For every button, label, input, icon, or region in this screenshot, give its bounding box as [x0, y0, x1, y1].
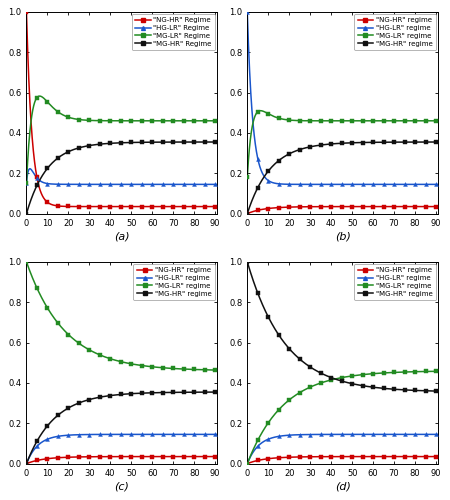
X-axis label: (d): (d) [335, 482, 351, 492]
Legend: "NG-HR" regime, "HG-LR" regime, "MG-LR" regime, "MG-HR" regime: "NG-HR" regime, "HG-LR" regime, "MG-LR" … [354, 14, 436, 50]
X-axis label: (a): (a) [114, 232, 130, 241]
X-axis label: (b): (b) [335, 232, 351, 241]
Legend: "NG-HR" regime, "HG-LR" regime, "MG-LR" regime, "MG-HR" regime: "NG-HR" regime, "HG-LR" regime, "MG-LR" … [134, 264, 215, 300]
Legend: "NG-HR" Regime, "HG-LR" Regime, "MG-LR" Regime, "MG-HR" Regime: "NG-HR" Regime, "HG-LR" Regime, "MG-LR" … [132, 14, 215, 50]
X-axis label: (c): (c) [114, 482, 129, 492]
Legend: "NG-HR" regime, "HG-LR" regime, "MG-LR" regime, "MG-HR" regime: "NG-HR" regime, "HG-LR" regime, "MG-LR" … [354, 264, 436, 300]
